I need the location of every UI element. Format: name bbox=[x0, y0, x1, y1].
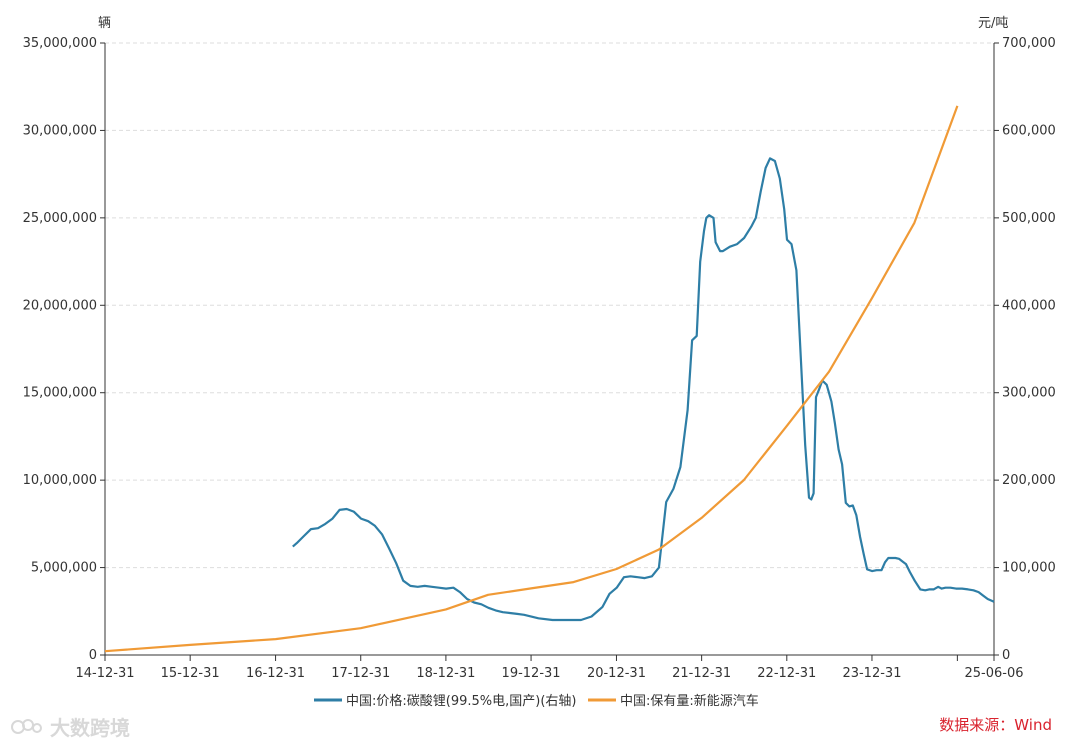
right-tick-label: 600,000 bbox=[1002, 123, 1056, 138]
left-tick-label: 10,000,000 bbox=[23, 473, 97, 488]
right-tick-label: 500,000 bbox=[1002, 211, 1056, 226]
left-axis-ticks: 0 5,000,000 10,000,000 15,000,000 20,000,000… bbox=[23, 36, 97, 663]
grid-lines bbox=[105, 42, 994, 569]
left-tick-label: 30,000,000 bbox=[23, 123, 97, 138]
left-tick-label: 25,000,000 bbox=[23, 211, 97, 226]
x-tick-label: 19-12-31 bbox=[502, 666, 561, 681]
x-tick-label: 18-12-31 bbox=[416, 666, 475, 681]
legend-label-lithium: 中国:价格:碳酸锂(99.5%电,国产)(右轴) bbox=[346, 693, 576, 709]
left-axis-unit: 辆 bbox=[98, 16, 111, 31]
axes bbox=[100, 42, 999, 661]
watermark-logo-icon bbox=[11, 718, 42, 734]
right-axis-ticks: 0 100,000 200,000 300,000 400,000 500,000 600,… bbox=[1002, 36, 1056, 663]
left-tick-label: 15,000,000 bbox=[23, 386, 97, 401]
right-tick-label: 100,000 bbox=[1002, 561, 1056, 576]
right-tick-label: 0 bbox=[1002, 648, 1010, 663]
left-tick-label: 5,000,000 bbox=[31, 561, 97, 576]
x-tick-label: 22-12-31 bbox=[757, 666, 816, 681]
data-source: 数据来源：Wind bbox=[939, 716, 1052, 734]
left-tick-label: 0 bbox=[89, 648, 97, 663]
watermark-text: 大数跨境 bbox=[50, 716, 130, 740]
legend-label-nev: 中国:保有量:新能源汽车 bbox=[620, 693, 759, 709]
x-tick-label: 17-12-31 bbox=[331, 666, 390, 681]
right-axis-unit: 元/吨 bbox=[978, 16, 1008, 31]
x-tick-label: 20-12-31 bbox=[587, 666, 646, 681]
right-tick-label: 300,000 bbox=[1002, 386, 1056, 401]
right-tick-label: 700,000 bbox=[1002, 36, 1056, 51]
legend: 中国:价格:碳酸锂(99.5%电,国产)(右轴) 中国:保有量:新能源汽车 bbox=[314, 693, 759, 709]
x-tick-label: 25-06-06 bbox=[964, 666, 1023, 681]
x-tick-label: 15-12-31 bbox=[161, 666, 220, 681]
series-line-lithium-price bbox=[292, 157, 995, 622]
x-tick-label: 16-12-31 bbox=[246, 666, 305, 681]
series-lines bbox=[104, 105, 995, 653]
right-tick-label: 400,000 bbox=[1002, 298, 1056, 313]
series-line-nev-stock bbox=[104, 105, 959, 653]
watermark: 大数跨境 bbox=[10, 712, 130, 741]
x-tick-label: 21-12-31 bbox=[672, 666, 731, 681]
left-tick-label: 20,000,000 bbox=[23, 298, 97, 313]
left-tick-label: 35,000,000 bbox=[23, 36, 97, 51]
x-axis-ticks: 14-12-31 15-12-31 16-12-31 17-12-31 18-12-31… bbox=[75, 666, 1023, 681]
right-tick-label: 200,000 bbox=[1002, 473, 1056, 488]
x-tick-label: 23-12-31 bbox=[842, 666, 901, 681]
x-tick-label: 14-12-31 bbox=[75, 666, 134, 681]
